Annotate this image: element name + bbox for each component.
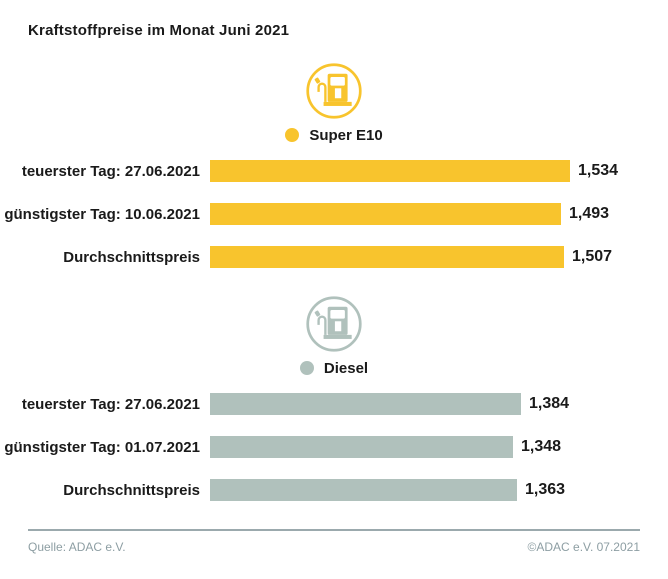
fuel-group-diesel: Diesel teuerster Tag: 27.06.2021 1,384 güns… [0,295,668,522]
fuel-pump-icon [306,296,362,352]
bar [210,246,564,268]
bar-value-label: 1,384 [529,395,570,412]
bar-row: Durchschnittspreis 1,363 [0,479,668,501]
bar [210,160,570,182]
fuel-pump-icon [306,63,362,119]
bar-category-label: teuerster Tag: 27.06.2021 [21,395,200,413]
source-text: Quelle: ADAC e.V. [28,540,126,554]
legend-label: Super E10 [309,126,383,144]
footer-text-row: Quelle: ADAC e.V. ©ADAC e.V. 07.2021 [28,540,640,554]
bar-value-label: 1,363 [525,481,566,498]
bar-category-label: Durchschnittspreis [63,481,200,499]
bar-value-label: 1,493 [569,205,610,222]
bar-row: teuerster Tag: 27.06.2021 1,384 [0,393,668,415]
group-legend: Super E10 [0,125,668,145]
bar-row: günstigster Tag: 01.07.2021 1,348 [0,436,668,458]
bar [210,479,517,501]
bar-value-label: 1,507 [572,248,613,265]
page-title: Kraftstoffpreise im Monat Juni 2021 [28,22,290,39]
copyright-text: ©ADAC e.V. 07.2021 [527,540,640,554]
bar-category-label: günstigster Tag: 01.07.2021 [4,438,200,456]
bar-category-label: Durchschnittspreis [63,248,200,266]
bar-rows: teuerster Tag: 27.06.2021 1,534 günstigste… [0,160,668,268]
legend-dot-icon [299,361,314,375]
bar-value-label: 1,348 [521,438,562,455]
footer: Quelle: ADAC e.V. ©ADAC e.V. 07.2021 [28,529,640,554]
group-legend: Diesel [0,358,668,378]
bar-row: Durchschnittspreis 1,507 [0,246,668,268]
bar-rows: teuerster Tag: 27.06.2021 1,384 günstigste… [0,393,668,501]
bar-category-label: teuerster Tag: 27.06.2021 [21,162,200,180]
bar-row: teuerster Tag: 27.06.2021 1,534 [0,160,668,182]
footer-divider [28,529,640,531]
fuel-group-super-e10: Super E10 teuerster Tag: 27.06.2021 1,534 g… [0,62,668,289]
bar-category-label: günstigster Tag: 10.06.2021 [4,205,200,223]
bar-value-label: 1,534 [578,162,619,179]
legend-label: Diesel [323,359,369,377]
bar [210,436,513,458]
legend-dot-icon [285,128,300,142]
bar [210,393,521,415]
bar-row: günstigster Tag: 10.06.2021 1,493 [0,203,668,225]
bar [210,203,561,225]
